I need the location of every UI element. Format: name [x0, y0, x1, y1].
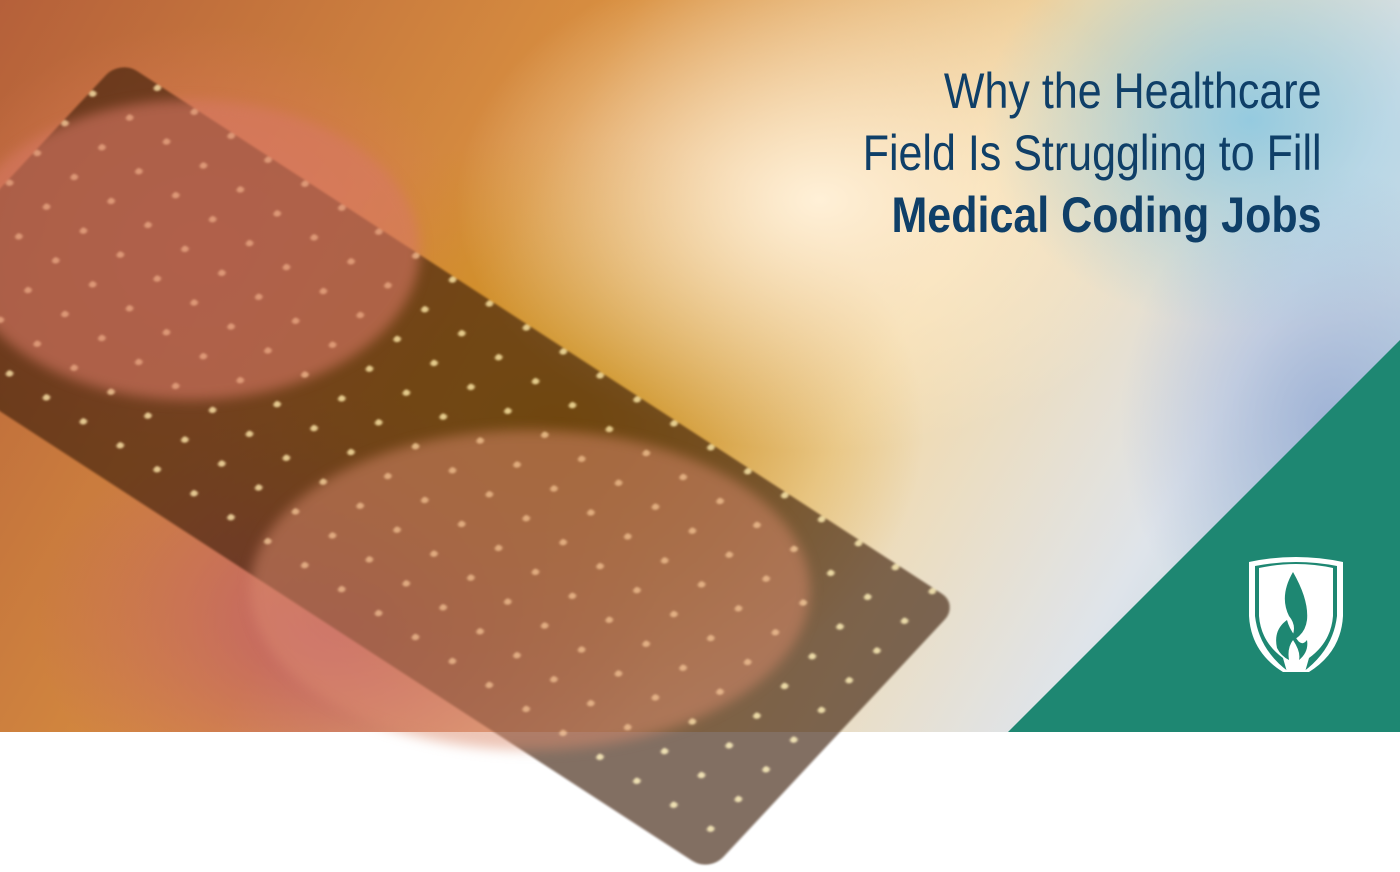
shield-flame-icon [1249, 557, 1343, 672]
headline-line-3: Medical Coding Jobs [891, 187, 1322, 243]
green-corner-triangle [1008, 340, 1400, 732]
headline-line-1: Why the Healthcare [944, 63, 1322, 119]
headline: Why the Healthcare Field Is Struggling t… [788, 60, 1322, 246]
hand-right [250, 430, 810, 750]
hand-left [0, 100, 420, 400]
headline-line-2: Field Is Struggling to Fill [863, 125, 1322, 181]
